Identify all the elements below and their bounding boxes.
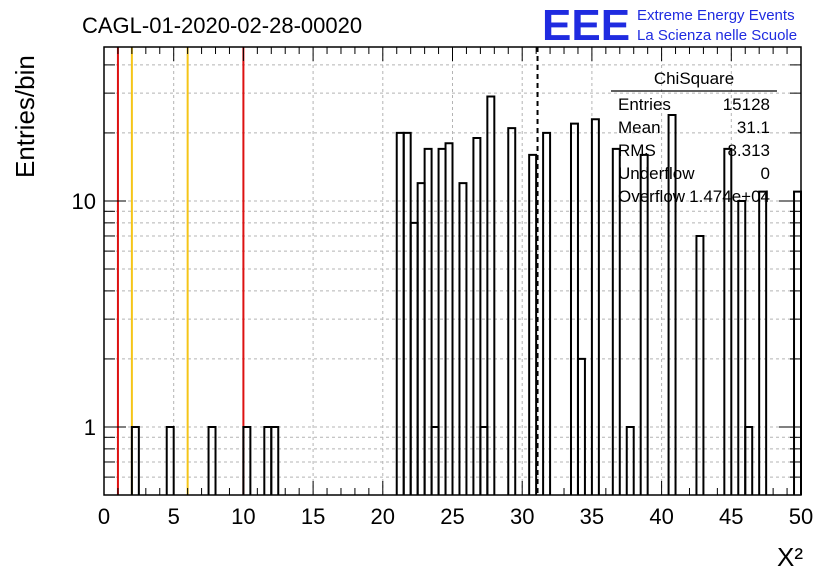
stats-label-mean: Mean bbox=[618, 118, 661, 137]
histogram-bin bbox=[639, 153, 649, 495]
histogram-bin bbox=[611, 147, 621, 495]
histogram-bin bbox=[744, 425, 754, 495]
x-tick-label: 5 bbox=[168, 504, 180, 529]
histogram-bin bbox=[130, 425, 140, 495]
histogram-bars bbox=[130, 95, 802, 495]
histogram-bin bbox=[472, 136, 482, 495]
logo-line-1: Extreme Energy Events bbox=[637, 7, 795, 24]
histogram-bin bbox=[793, 190, 802, 495]
x-tick-label: 10 bbox=[231, 504, 255, 529]
histogram-bin bbox=[165, 425, 175, 495]
histogram-bin bbox=[758, 190, 768, 495]
histogram-bin bbox=[542, 131, 552, 495]
stats-value-mean: 31.1 bbox=[737, 118, 770, 137]
histogram-bin bbox=[695, 234, 705, 495]
y-axis-title: Entries/bin bbox=[10, 55, 40, 178]
histogram-bin bbox=[625, 425, 635, 495]
histogram-bin bbox=[207, 425, 217, 495]
x-tick-label: 25 bbox=[440, 504, 464, 529]
x-axis-title: X² bbox=[777, 542, 803, 572]
histogram-bin bbox=[395, 131, 405, 495]
histogram-bin bbox=[723, 147, 733, 495]
stats-value-rms: 8.313 bbox=[727, 141, 770, 160]
stats-label-overflow: Overflow bbox=[618, 187, 686, 206]
stats-value-underflow: 0 bbox=[761, 164, 770, 183]
histogram-bin bbox=[667, 114, 677, 495]
stats-title: ChiSquare bbox=[654, 69, 734, 88]
stats-value-overflow: 1.474e+04 bbox=[689, 187, 770, 206]
x-tick-label: 50 bbox=[789, 504, 813, 529]
histogram-bin bbox=[402, 131, 412, 495]
stats-label-underflow: Underflow bbox=[618, 164, 695, 183]
threshold-lines bbox=[116, 47, 539, 495]
stats-box: ChiSquare Entries 15128 Mean 31.1 RMS 8.… bbox=[611, 69, 777, 206]
histogram-bin bbox=[590, 118, 600, 495]
x-tick-label: 0 bbox=[98, 504, 110, 529]
histogram-bin bbox=[569, 122, 579, 495]
x-tick-label: 15 bbox=[301, 504, 325, 529]
x-tick-label: 20 bbox=[371, 504, 395, 529]
histogram-bin bbox=[270, 425, 280, 495]
x-tick-label: 40 bbox=[649, 504, 673, 529]
histogram-bin bbox=[576, 357, 586, 495]
y-tick-label: 1 bbox=[84, 415, 96, 440]
stats-label-entries: Entries bbox=[618, 95, 671, 114]
chart-title: CAGL-01-2020-02-28-00020 bbox=[82, 13, 362, 38]
x-tick-label: 30 bbox=[510, 504, 534, 529]
stats-label-rms: RMS bbox=[618, 141, 656, 160]
y-tick-label: 10 bbox=[72, 189, 96, 214]
logo-line-2: La Scienza nelle Scuole bbox=[637, 27, 797, 44]
histogram-bin bbox=[737, 199, 747, 495]
histogram-bin bbox=[458, 182, 468, 495]
histogram-bin bbox=[444, 142, 454, 495]
histogram-bin bbox=[486, 95, 496, 495]
histogram-bin bbox=[423, 147, 433, 495]
histogram-bin bbox=[507, 127, 517, 495]
eee-logo: EEE bbox=[542, 1, 630, 50]
histogram-bin bbox=[528, 153, 538, 495]
x-tick-label: 35 bbox=[580, 504, 604, 529]
x-tick-label: 45 bbox=[719, 504, 743, 529]
histogram-bin bbox=[242, 425, 252, 495]
histogram-bin bbox=[416, 182, 426, 495]
stats-value-entries: 15128 bbox=[723, 95, 770, 114]
axis-ticks: 0 5 10 15 20 25 30 35 40 45 50 1 10 bbox=[72, 47, 813, 529]
